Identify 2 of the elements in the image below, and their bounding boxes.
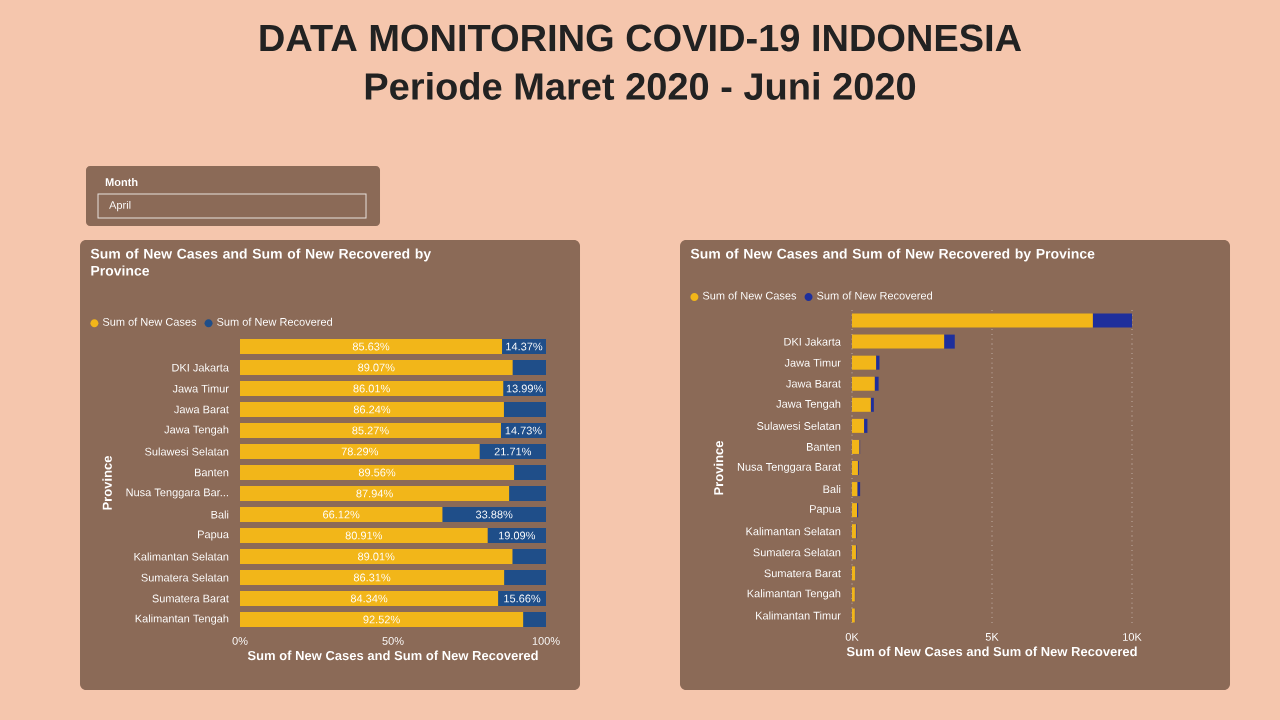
text: Periode Maret 2020 - Juni 2020 xyxy=(365,72,916,100)
text: DATA MONITORING COVID-19 INDONESIA xyxy=(260,24,1022,52)
